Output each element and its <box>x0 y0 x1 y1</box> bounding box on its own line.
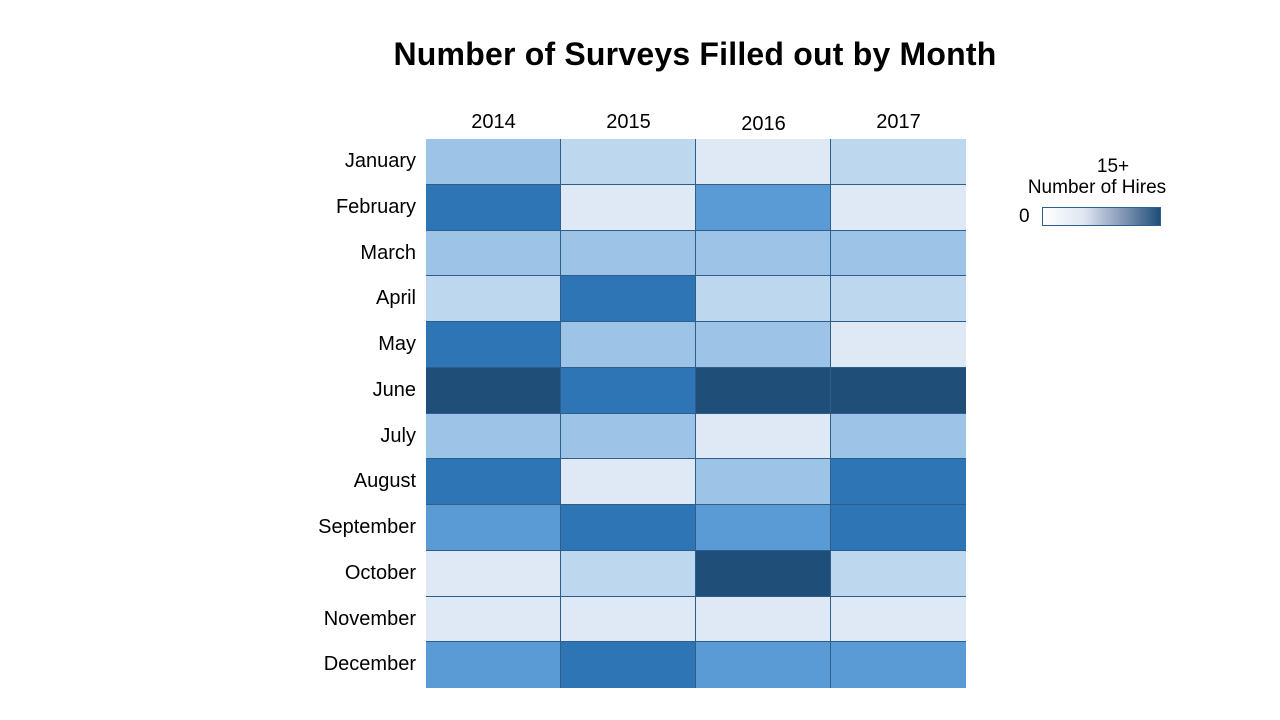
heatmap-cell <box>696 642 831 688</box>
row-label: December <box>323 653 416 676</box>
heatmap-cell <box>831 597 966 642</box>
heatmap-cell <box>426 597 561 642</box>
heatmap-cell <box>561 322 696 368</box>
row-label: April <box>375 287 416 310</box>
heatmap-cell <box>561 139 696 185</box>
row-label: May <box>378 333 416 355</box>
legend-title: Number of Hires <box>1027 177 1167 198</box>
chart-title: Number of Surveys Filled out by Month <box>393 36 997 72</box>
heatmap-cell <box>426 276 561 322</box>
heatmap-cell <box>561 276 696 322</box>
legend-min-label: 0 <box>1019 206 1030 227</box>
heatmap-cell <box>426 459 561 505</box>
column-label: 2015 <box>606 111 651 133</box>
heatmap-cell <box>561 459 696 505</box>
row-label: June <box>372 378 416 401</box>
heatmap-cell <box>696 551 831 597</box>
row-label: March <box>360 241 416 264</box>
heatmap-cell <box>561 597 696 642</box>
heatmap-cell <box>696 368 831 414</box>
legend-gradient-bar <box>1042 207 1161 226</box>
heatmap-cell <box>426 139 561 185</box>
heatmap-cell <box>831 368 966 414</box>
heatmap-cell <box>831 185 966 231</box>
row-label: February <box>335 195 416 218</box>
heatmap-cell <box>831 276 966 322</box>
heatmap-cell <box>426 231 561 276</box>
heatmap-cell <box>831 414 966 459</box>
heatmap-cell <box>831 231 966 276</box>
heatmap-cell <box>426 551 561 597</box>
heatmap-cell <box>696 231 831 276</box>
heatmap-cell <box>426 414 561 459</box>
row-label: July <box>380 424 416 447</box>
heatmap-cell <box>561 414 696 459</box>
heatmap-cell <box>696 322 831 368</box>
row-label: November <box>323 607 416 630</box>
heatmap-cell <box>696 276 831 322</box>
heatmap-cell <box>696 139 831 185</box>
heatmap-cell <box>561 551 696 597</box>
row-label: January <box>344 150 416 172</box>
heatmap-cell <box>426 322 561 368</box>
heatmap-cell <box>561 368 696 414</box>
heatmap-cell <box>696 414 831 459</box>
heatmap-cell <box>426 505 561 551</box>
heatmap-cell <box>696 505 831 551</box>
heatmap-cell <box>831 459 966 505</box>
column-label: 2014 <box>471 111 516 133</box>
heatmap-cell <box>831 505 966 551</box>
heatmap-cell <box>831 139 966 185</box>
heatmap-cell <box>561 505 696 551</box>
heatmap-cell <box>696 185 831 231</box>
column-label: 2017 <box>876 111 921 133</box>
row-label: September <box>318 516 416 538</box>
heatmap-cell <box>426 642 561 688</box>
heatmap-cell <box>696 459 831 505</box>
column-label: 2016 <box>741 113 786 135</box>
legend-max-label: 15+ <box>1096 156 1130 177</box>
heatmap-cell <box>561 185 696 231</box>
heatmap-cell <box>831 642 966 688</box>
heatmap-cell <box>561 642 696 688</box>
heatmap-cell <box>426 368 561 414</box>
heatmap-cell <box>561 231 696 276</box>
heatmap-cell <box>426 185 561 231</box>
row-label: August <box>353 470 416 493</box>
heatmap-cell <box>831 551 966 597</box>
heatmap-cell <box>831 322 966 368</box>
row-label: October <box>344 561 416 584</box>
heatmap-cell <box>696 597 831 642</box>
heatmap-grid <box>426 139 966 688</box>
